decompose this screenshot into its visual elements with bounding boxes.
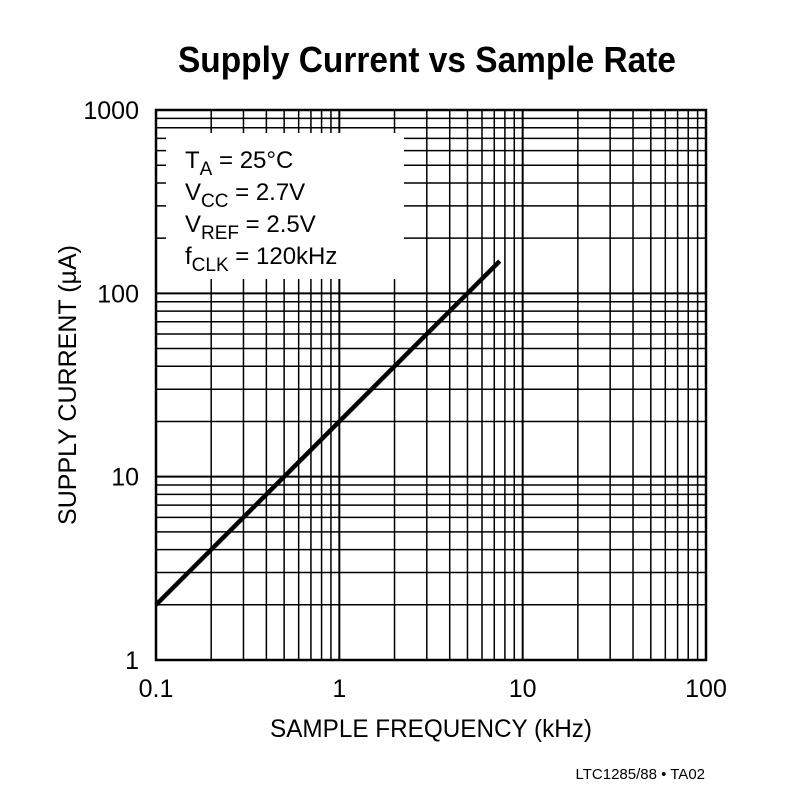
y-tick-label: 100 [97,280,139,308]
y-axis-label: SUPPLY CURRENT (µA) [54,245,82,525]
x-tick-label: 10 [509,675,537,703]
condition-symbol: V [185,179,201,206]
condition-symbol: f [185,243,192,270]
condition-subscript: A [200,159,213,180]
condition-subscript: CC [201,191,228,212]
condition-subscript: REF [201,223,239,244]
footer: LTC1285/88 • TA02 [576,766,706,783]
condition-value: = 2.5V [239,211,316,238]
condition-value: = 120kHz [229,243,338,270]
conditions-box [166,133,404,279]
plot-frame [154,108,708,662]
condition: TA = 25°C [185,147,293,180]
condition-subscript: CLK [192,255,229,276]
chart-title: Supply Current vs Sample Rate [178,39,676,80]
condition: VCC = 2.7V [185,179,305,212]
y-tick-label: 1 [125,647,139,675]
condition-value: = 25°C [212,147,293,174]
data-line [154,259,502,607]
condition-value: = 2.7V [228,179,305,206]
x-axis-label: SAMPLE FREQUENCY (kHz) [270,715,592,743]
condition-symbol: T [185,147,200,174]
x-tick-label: 1 [332,675,346,703]
y-tick-label: 10 [111,464,139,492]
marks [154,259,502,607]
condition: fCLK = 120kHz [185,243,337,276]
condition-symbol: V [185,211,201,238]
x-tick-label: 0.1 [139,675,174,703]
condition: VREF = 2.5V [185,211,316,244]
x-tick-label: 100 [685,675,727,703]
y-tick-label: 1000 [83,97,139,125]
